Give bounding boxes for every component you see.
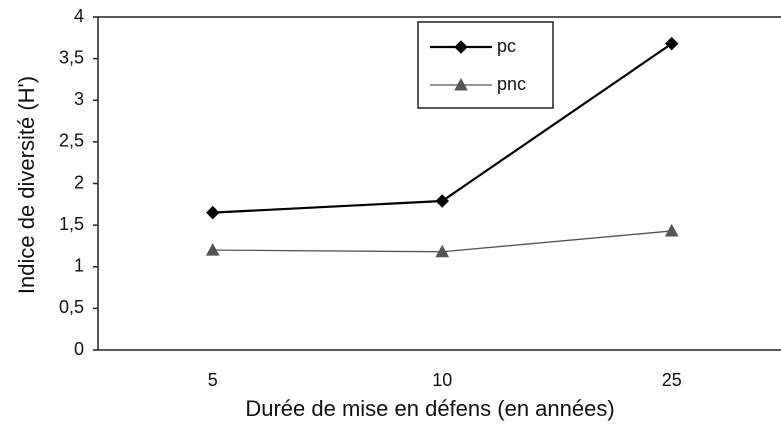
- legend-marker: [454, 77, 468, 91]
- y-tick-label: 0,5: [59, 297, 84, 317]
- x-axis-title: Durée de mise en défens (en années): [245, 396, 614, 421]
- y-tick-label: 0: [74, 339, 84, 359]
- data-point: [205, 243, 220, 256]
- data-point: [665, 36, 679, 51]
- legend-marker: [454, 40, 468, 54]
- data-point: [664, 223, 679, 237]
- legend-label: pc: [497, 36, 516, 56]
- data-point: [206, 205, 220, 220]
- y-tick-label: 2: [74, 172, 84, 192]
- y-axis-title: Indice de diversité (H'): [14, 76, 39, 294]
- y-tick-label: 4: [74, 6, 84, 26]
- legend-box: [417, 21, 554, 109]
- legend-label: pnc: [497, 74, 526, 94]
- data-point: [435, 244, 450, 258]
- data-point: [435, 194, 449, 208]
- y-tick-label: 1,5: [59, 214, 84, 234]
- x-tick-label: 25: [662, 370, 682, 390]
- y-tick-label: 1: [74, 256, 84, 276]
- y-tick-label: 2,5: [59, 131, 84, 151]
- x-tick-label: 10: [432, 370, 452, 390]
- x-tick-label: 5: [208, 370, 218, 390]
- y-tick-label: 3,5: [59, 47, 84, 67]
- y-tick-label: 3: [74, 89, 84, 109]
